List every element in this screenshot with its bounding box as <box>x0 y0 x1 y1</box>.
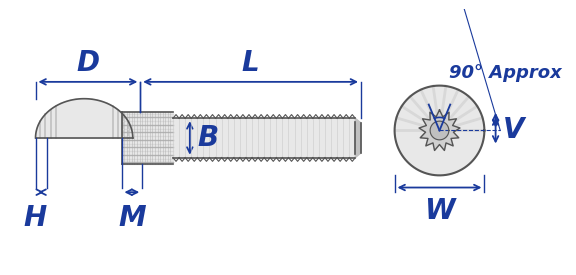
Polygon shape <box>430 121 449 140</box>
Text: L: L <box>242 49 259 77</box>
Polygon shape <box>395 86 484 175</box>
Text: D: D <box>77 49 100 77</box>
Polygon shape <box>122 112 173 164</box>
Text: M: M <box>118 204 146 232</box>
Text: 90° Approx: 90° Approx <box>449 64 562 81</box>
Polygon shape <box>355 118 361 158</box>
Polygon shape <box>173 118 355 158</box>
Polygon shape <box>419 110 460 150</box>
Polygon shape <box>36 99 133 138</box>
Text: H: H <box>24 204 47 232</box>
Text: V: V <box>503 117 525 144</box>
Text: W: W <box>424 197 455 225</box>
Text: B: B <box>198 124 218 152</box>
